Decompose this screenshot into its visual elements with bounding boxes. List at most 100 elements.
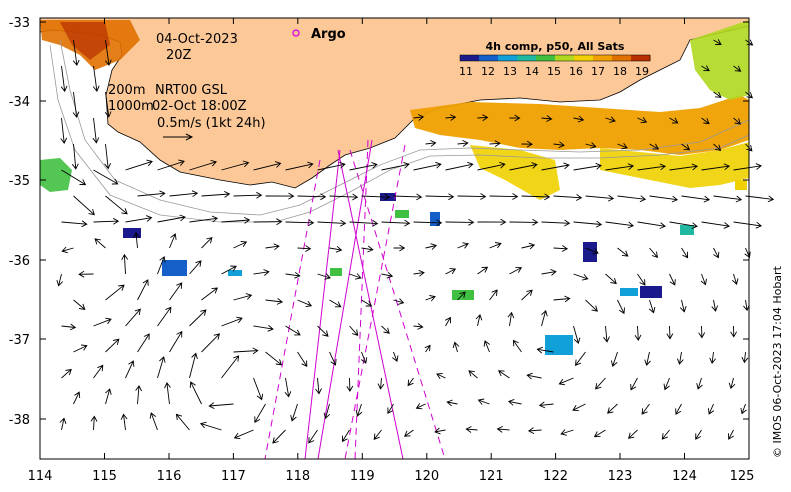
current-arrow: [541, 162, 570, 171]
current-arrow: [60, 65, 68, 93]
current-arrow: [253, 269, 270, 276]
current-arrows: [56, 39, 775, 444]
current-arrow: [553, 295, 571, 303]
current-arrow: [92, 65, 100, 92]
current-arrow: [701, 163, 731, 171]
current-arrow: [360, 351, 368, 364]
current-arrow: [157, 356, 166, 379]
sst-patch-bight: [410, 95, 749, 155]
x-tick-label: 117: [221, 469, 246, 484]
current-arrow: [413, 269, 425, 277]
current-arrow: [521, 193, 551, 201]
current-arrow: [121, 253, 129, 275]
current-arrow: [641, 403, 650, 415]
current-arrow: [666, 325, 674, 340]
current-arrow: [521, 289, 533, 301]
sst-patch-mid-yellow: [470, 145, 560, 200]
product-date: 02-Oct 18:00Z: [152, 99, 247, 114]
current-arrow: [713, 247, 720, 259]
current-arrow: [728, 377, 736, 390]
current-arrow: [553, 245, 569, 252]
current-arrow: [265, 298, 284, 305]
current-arrow: [637, 163, 667, 171]
colorbar-tick: 17: [591, 65, 605, 78]
current-arrow: [61, 323, 77, 331]
current-arrow: [201, 287, 218, 301]
current-arrow: [393, 193, 423, 201]
current-arrow: [413, 114, 425, 121]
current-arrow: [233, 429, 254, 440]
current-arrow: [681, 195, 711, 203]
current-arrow: [649, 195, 679, 203]
current-arrow: [595, 377, 606, 390]
current-arrow: [403, 429, 414, 437]
current-arrow: [201, 333, 221, 353]
current-arrow: [71, 143, 79, 170]
current-arrow: [120, 413, 128, 431]
map-date: 04-Oct-2023: [156, 32, 238, 47]
sst-patch-west-green: [40, 158, 72, 192]
current-arrow: [713, 143, 722, 151]
contour-200m: [59, 39, 750, 216]
current-arrow: [78, 270, 94, 278]
current-arrow: [373, 429, 382, 440]
current-arrow: [189, 381, 202, 405]
current-arrow: [553, 194, 583, 201]
current-arrow: [649, 247, 658, 258]
current-arrow: [585, 247, 599, 255]
current-arrow: [157, 214, 186, 223]
current-arrow: [605, 116, 616, 123]
sst-patch-east-green: [690, 20, 749, 100]
track-dash-1: [264, 159, 321, 460]
current-arrow: [137, 333, 150, 353]
current-arrow: [329, 299, 342, 308]
sst-blob-2: [162, 260, 187, 276]
current-arrow: [509, 266, 523, 275]
current-arrow: [541, 115, 553, 122]
current-arrow: [233, 293, 253, 301]
sst-patches: [40, 20, 749, 355]
current-arrow: [558, 377, 574, 386]
current-arrow: [381, 271, 394, 279]
current-arrow: [536, 346, 554, 354]
y-tick-label: -35: [9, 174, 30, 189]
current-arrow: [507, 398, 522, 406]
current-arrow: [465, 426, 478, 433]
current-arrow: [233, 191, 263, 199]
current-arrow: [349, 273, 362, 280]
current-arrow: [253, 325, 274, 332]
colorbar-swatch: [536, 55, 556, 61]
current-arrow: [475, 313, 483, 327]
current-arrow: [189, 159, 218, 171]
current-arrow: [701, 221, 730, 229]
colorbar-tick: 12: [481, 65, 495, 78]
current-arrow: [254, 403, 266, 423]
sst-blob-14: [620, 288, 638, 296]
x-tick-label: 124: [672, 469, 697, 484]
current-arrow: [377, 377, 385, 390]
current-arrow: [709, 351, 717, 364]
current-arrow: [73, 299, 86, 310]
argo-label: Argo: [311, 27, 346, 42]
sst-blob-4: [640, 286, 662, 298]
current-arrow: [526, 372, 542, 380]
colorbar-frame: [459, 54, 651, 62]
current-arrow: [285, 161, 314, 171]
current-arrow: [285, 325, 301, 336]
x-tick-label: 119: [350, 469, 375, 484]
current-arrow: [630, 377, 638, 391]
track-solid-4: [354, 139, 369, 460]
current-arrow: [425, 243, 438, 250]
current-arrow: [605, 273, 617, 285]
current-arrow: [483, 340, 490, 353]
current-arrow: [157, 306, 172, 327]
current-arrow: [189, 309, 207, 327]
scale-arrow: [163, 133, 194, 141]
current-arrow: [521, 242, 536, 250]
current-arrow: [361, 245, 374, 253]
current-arrow: [73, 391, 81, 405]
current-arrow: [521, 140, 533, 148]
sst-blob-10: [228, 270, 242, 276]
current-arrow: [637, 221, 666, 229]
current-arrow: [676, 351, 684, 365]
